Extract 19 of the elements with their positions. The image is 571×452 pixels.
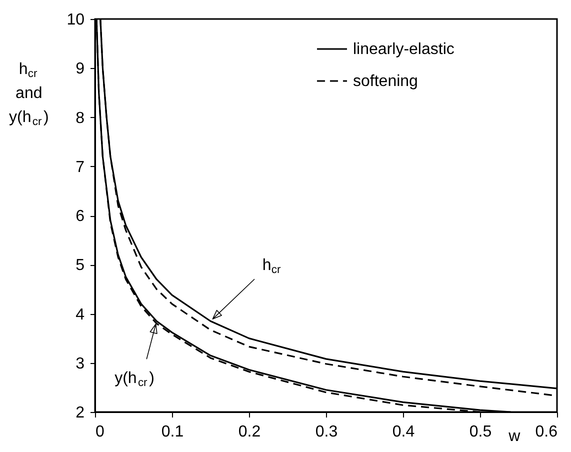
- y-tick-label: 10: [66, 12, 85, 28]
- y-tick-label: 9: [76, 60, 85, 78]
- x-tick-label: 0.3: [315, 424, 338, 440]
- x-tick-label: 0.2: [238, 424, 261, 440]
- y-tick-label: 7: [76, 158, 85, 176]
- legend-label: linearly-elastic: [353, 41, 454, 58]
- x-tick-label: 0.1: [161, 424, 184, 440]
- y-tick-label: 3: [76, 355, 85, 372]
- legend-label: softening: [353, 73, 418, 90]
- x-tick-label: 0: [96, 424, 104, 440]
- y-tick-label: 5: [76, 257, 85, 274]
- x-tick-label: 0.5: [469, 424, 492, 440]
- y-tick-label: 8: [76, 110, 85, 127]
- y-tick-label: 4: [76, 306, 85, 324]
- x-tick-label: 0.6: [535, 424, 558, 440]
- x-axis-title: w: [508, 428, 521, 445]
- x-tick-label: 0.4: [392, 424, 415, 440]
- y-tick-label: 2: [76, 404, 85, 422]
- y-tick-label: 6: [76, 208, 85, 225]
